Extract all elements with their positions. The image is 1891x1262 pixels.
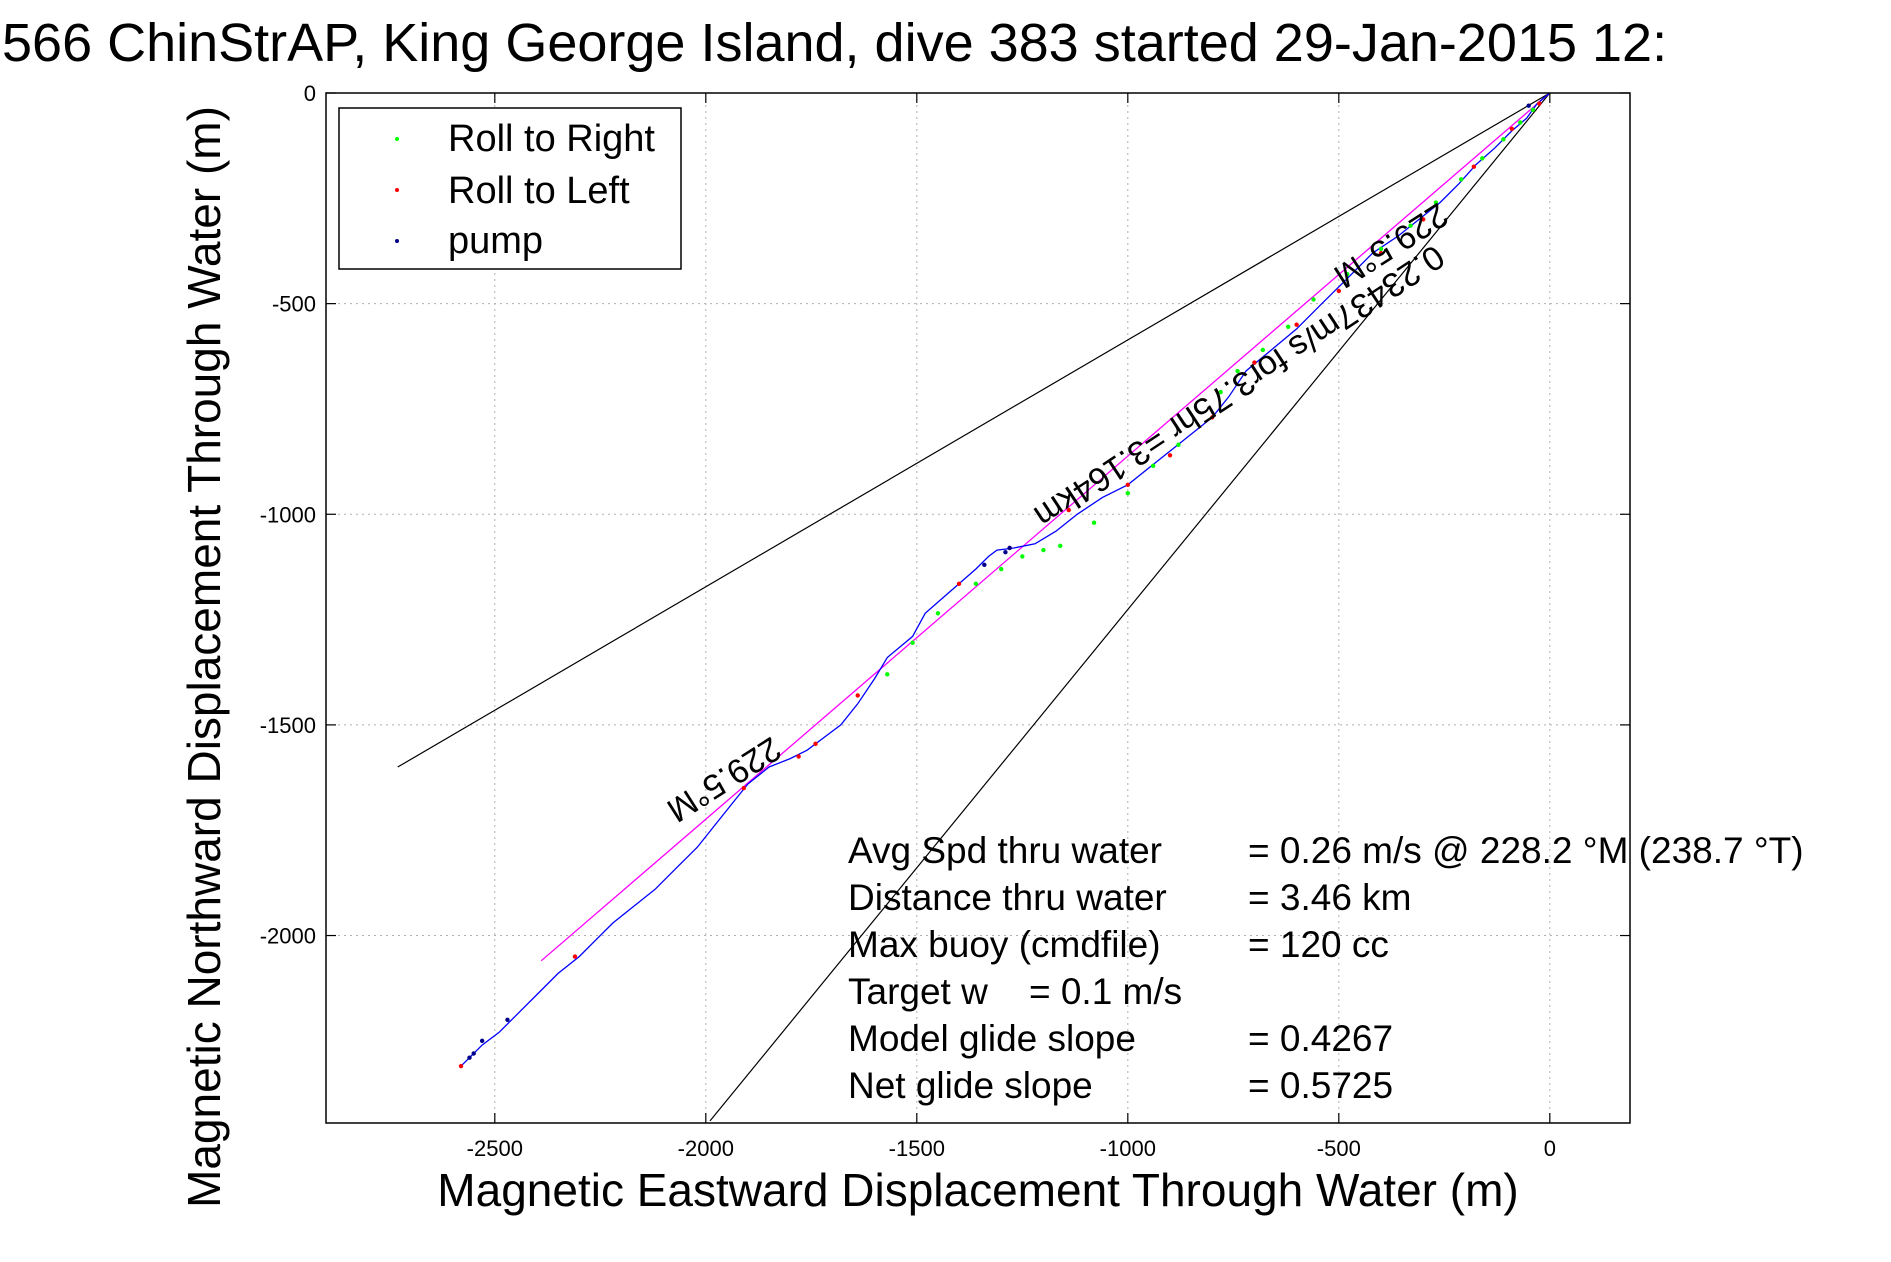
stats-block: Avg Spd thru water = 0.26 m/s @ 228.2 °M… [848,830,1804,1106]
legend: Roll to Right Roll to Left pump [338,107,682,270]
roll-right-point [999,566,1004,572]
stat-value-avg-speed: = 0.26 m/s @ 228.2 °M (238.7 °T) [1248,830,1804,871]
roll-right-point [910,640,915,645]
roll-right-point [1458,177,1464,182]
roll-left-point [572,954,578,959]
y-tick-label: -1000 [260,502,316,527]
roll-left-point [813,741,818,747]
roll-right-point [1378,246,1384,252]
legend-label-roll-left: Roll to Left [448,170,630,212]
roll-right-point [1345,271,1350,277]
guide-line [709,93,1551,1122]
heading-line [540,93,1551,962]
roll-right-point [1408,223,1413,228]
roll-left-point [796,754,801,759]
x-axis-label: Magnetic Eastward Displacement Through W… [437,1164,1518,1216]
y-tick-label: -1500 [260,713,316,738]
plot-frame [325,92,1631,1124]
roll-right-point [885,672,890,677]
pump-point [467,1055,472,1060]
track-line [460,93,1551,1067]
roll-left-point [458,1063,464,1069]
roll-left-point [1252,360,1257,365]
roll-right-point [1501,137,1506,142]
y-tick-label: -2000 [260,924,316,949]
roll-right-point [1518,120,1523,125]
stat-value-distance: = 3.46 km [1248,877,1412,918]
roll-left-point [1421,217,1426,222]
roll-left-point [1336,288,1342,294]
roll-right-point [973,581,979,586]
roll-right-point [935,611,941,616]
y-axis-label: Magnetic Northward Displacement Through … [178,106,230,1208]
roll-left-point [855,693,860,698]
legend-label-pump: pump [448,220,543,262]
roll-right-point [1091,520,1097,525]
x-tick-label: -2500 [467,1136,523,1161]
roll-right-point [1218,389,1223,395]
roll-left-point [1294,322,1299,327]
pump-point [1003,549,1008,555]
pump-point [982,562,987,568]
axis-ticks: -2500 -2000 -1500 -1000 -500 0 0 -500 -1000 -1500… [260,81,1630,1161]
x-tick-label: -500 [1317,1136,1361,1161]
stat-label-model-glide: Model glide slope [848,1018,1136,1059]
roll-right-point [1311,297,1316,302]
pump-point [479,1038,485,1044]
roll-right-point [1530,107,1536,113]
roll-left-point [741,785,746,791]
stat-label-max-buoy: Max buoy (cmdfile) [848,924,1161,965]
pump-point [471,1051,476,1056]
roll-right-point [1176,442,1181,447]
plot-lines [397,93,1551,1122]
x-tick-label: -1000 [1100,1136,1156,1161]
guide-line [397,93,1551,768]
roll-right-point [1020,554,1025,559]
stat-label-net-glide: Net glide slope [848,1065,1093,1106]
roll-left-point [1509,126,1515,132]
stat-label-avg-speed: Avg Spd thru water [848,830,1162,871]
roll-right-point [1041,547,1046,553]
legend-label-roll-right: Roll to Right [448,118,655,160]
roll-right-point [1285,324,1291,330]
y-tick-label: 0 [304,81,316,106]
plot-points [458,101,1542,1069]
stat-label-target-w: Target w = 0.1 m/s [848,971,1182,1012]
roll-right-point [1235,368,1240,374]
chart-title: 566 ChinStrAP, King George Island, dive … [2,13,1667,73]
stat-value-model-glide: = 0.4267 [1248,1018,1393,1059]
roll-right-point [1433,200,1439,205]
roll-left-point [1537,101,1542,106]
x-tick-label: -2000 [678,1136,734,1161]
x-tick-label: 0 [1544,1136,1556,1161]
stat-value-net-glide: = 0.5725 [1248,1065,1393,1106]
legend-marker-roll-left [395,188,399,192]
pump-point [505,1017,510,1022]
y-tick-label: -500 [272,292,316,317]
roll-right-point [1125,491,1131,496]
roll-right-point [1150,463,1156,469]
stat-label-distance: Distance thru water [848,877,1167,918]
roll-right-point [1260,347,1266,353]
pump-point [1526,103,1531,108]
roll-left-point [1378,250,1384,256]
roll-right-point [1480,156,1485,161]
roll-left-point [956,581,962,586]
roll-right-point [1058,543,1063,549]
legend-marker-roll-right [395,137,399,141]
roll-left-point [1125,482,1131,487]
roll-left-point [1210,415,1215,420]
legend-marker-pump [395,239,399,243]
pump-point [1007,545,1012,551]
roll-left-point [1471,164,1477,169]
x-tick-label: -1500 [889,1136,945,1161]
roll-left-point [1066,507,1071,513]
roll-left-point [1167,453,1173,458]
stat-value-max-buoy: = 120 cc [1248,924,1389,965]
